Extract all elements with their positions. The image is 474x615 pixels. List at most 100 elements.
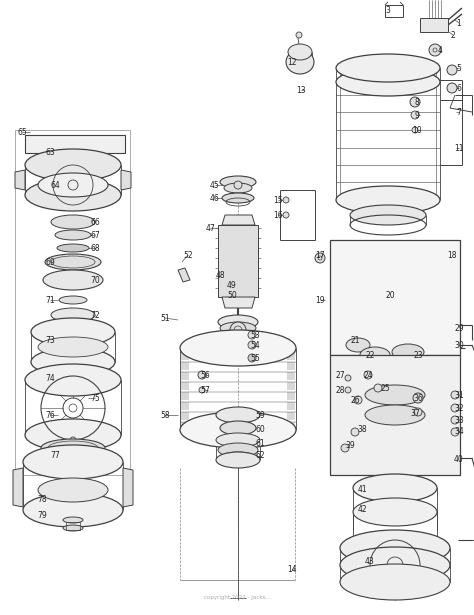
Text: 1: 1 <box>456 18 461 28</box>
Text: 38: 38 <box>357 426 367 435</box>
Text: 34: 34 <box>454 427 464 437</box>
Text: 71: 71 <box>45 295 55 304</box>
Text: 45: 45 <box>210 180 220 189</box>
Text: 41: 41 <box>357 485 367 494</box>
Text: 43: 43 <box>365 558 375 566</box>
Ellipse shape <box>38 337 108 357</box>
Circle shape <box>374 384 382 392</box>
Circle shape <box>315 253 325 263</box>
Ellipse shape <box>57 244 89 252</box>
Circle shape <box>447 65 457 75</box>
Circle shape <box>230 322 246 338</box>
Ellipse shape <box>336 68 440 96</box>
Circle shape <box>429 44 441 56</box>
Text: 11: 11 <box>454 143 464 153</box>
Circle shape <box>451 404 459 412</box>
Text: 67: 67 <box>90 231 100 239</box>
Text: 31: 31 <box>454 391 464 400</box>
Text: 51: 51 <box>160 314 170 322</box>
Text: 72: 72 <box>90 311 100 320</box>
Ellipse shape <box>220 421 256 435</box>
Ellipse shape <box>220 322 256 334</box>
Ellipse shape <box>180 330 296 366</box>
Ellipse shape <box>222 193 254 203</box>
Text: 48: 48 <box>215 271 225 279</box>
Ellipse shape <box>31 318 115 346</box>
Ellipse shape <box>288 44 312 60</box>
Text: 47: 47 <box>205 223 215 232</box>
Bar <box>218 225 258 297</box>
Text: 74: 74 <box>45 373 55 383</box>
Ellipse shape <box>336 186 440 214</box>
Ellipse shape <box>45 254 101 270</box>
Text: 76: 76 <box>45 410 55 419</box>
Text: 18: 18 <box>447 250 457 260</box>
Ellipse shape <box>25 179 121 211</box>
Text: 39: 39 <box>345 440 355 450</box>
Text: 66: 66 <box>90 218 100 226</box>
Text: 7: 7 <box>456 108 461 116</box>
Ellipse shape <box>220 452 256 464</box>
Text: 2: 2 <box>451 31 456 39</box>
Text: 52: 52 <box>183 250 193 260</box>
Circle shape <box>341 444 349 452</box>
Circle shape <box>248 331 256 339</box>
Ellipse shape <box>392 344 424 360</box>
Text: 20: 20 <box>385 290 395 300</box>
Text: 29: 29 <box>454 323 464 333</box>
Text: 60: 60 <box>255 426 265 435</box>
Text: 64: 64 <box>50 180 60 189</box>
Text: 23: 23 <box>413 351 423 360</box>
Text: 40: 40 <box>454 456 464 464</box>
Circle shape <box>248 354 256 362</box>
Polygon shape <box>13 468 23 507</box>
Circle shape <box>345 375 351 381</box>
Text: 56: 56 <box>200 370 210 379</box>
Circle shape <box>198 371 206 379</box>
Ellipse shape <box>353 474 437 502</box>
Ellipse shape <box>25 364 121 396</box>
Ellipse shape <box>346 338 370 352</box>
Polygon shape <box>222 215 255 225</box>
Circle shape <box>283 212 289 218</box>
Text: 30: 30 <box>454 341 464 349</box>
Text: 50: 50 <box>227 290 237 300</box>
Text: 33: 33 <box>454 416 464 424</box>
Ellipse shape <box>216 407 260 423</box>
Polygon shape <box>123 468 133 507</box>
Ellipse shape <box>23 493 123 527</box>
Polygon shape <box>222 297 255 308</box>
Polygon shape <box>15 170 25 190</box>
Ellipse shape <box>218 315 258 329</box>
Text: 13: 13 <box>296 85 306 95</box>
Circle shape <box>345 387 351 393</box>
Ellipse shape <box>218 443 258 457</box>
Ellipse shape <box>43 270 103 290</box>
Ellipse shape <box>216 452 260 468</box>
Text: 49: 49 <box>227 280 237 290</box>
Polygon shape <box>178 268 190 282</box>
Circle shape <box>451 391 459 399</box>
Text: 61: 61 <box>255 438 265 448</box>
Ellipse shape <box>51 308 95 322</box>
Text: 78: 78 <box>37 496 47 504</box>
Circle shape <box>414 408 422 416</box>
Ellipse shape <box>340 547 450 583</box>
Ellipse shape <box>25 419 121 451</box>
Ellipse shape <box>340 564 450 600</box>
Circle shape <box>351 428 359 436</box>
Ellipse shape <box>31 348 115 376</box>
Circle shape <box>248 341 256 349</box>
Bar <box>25 135 125 153</box>
Circle shape <box>364 371 372 379</box>
Circle shape <box>296 32 302 38</box>
Polygon shape <box>121 170 131 190</box>
Text: 68: 68 <box>90 244 100 253</box>
Ellipse shape <box>216 433 260 447</box>
Text: 69: 69 <box>45 258 55 266</box>
Circle shape <box>410 97 420 107</box>
Text: 54: 54 <box>250 341 260 349</box>
Circle shape <box>70 437 76 443</box>
Text: 79: 79 <box>37 510 47 520</box>
Ellipse shape <box>38 478 108 502</box>
